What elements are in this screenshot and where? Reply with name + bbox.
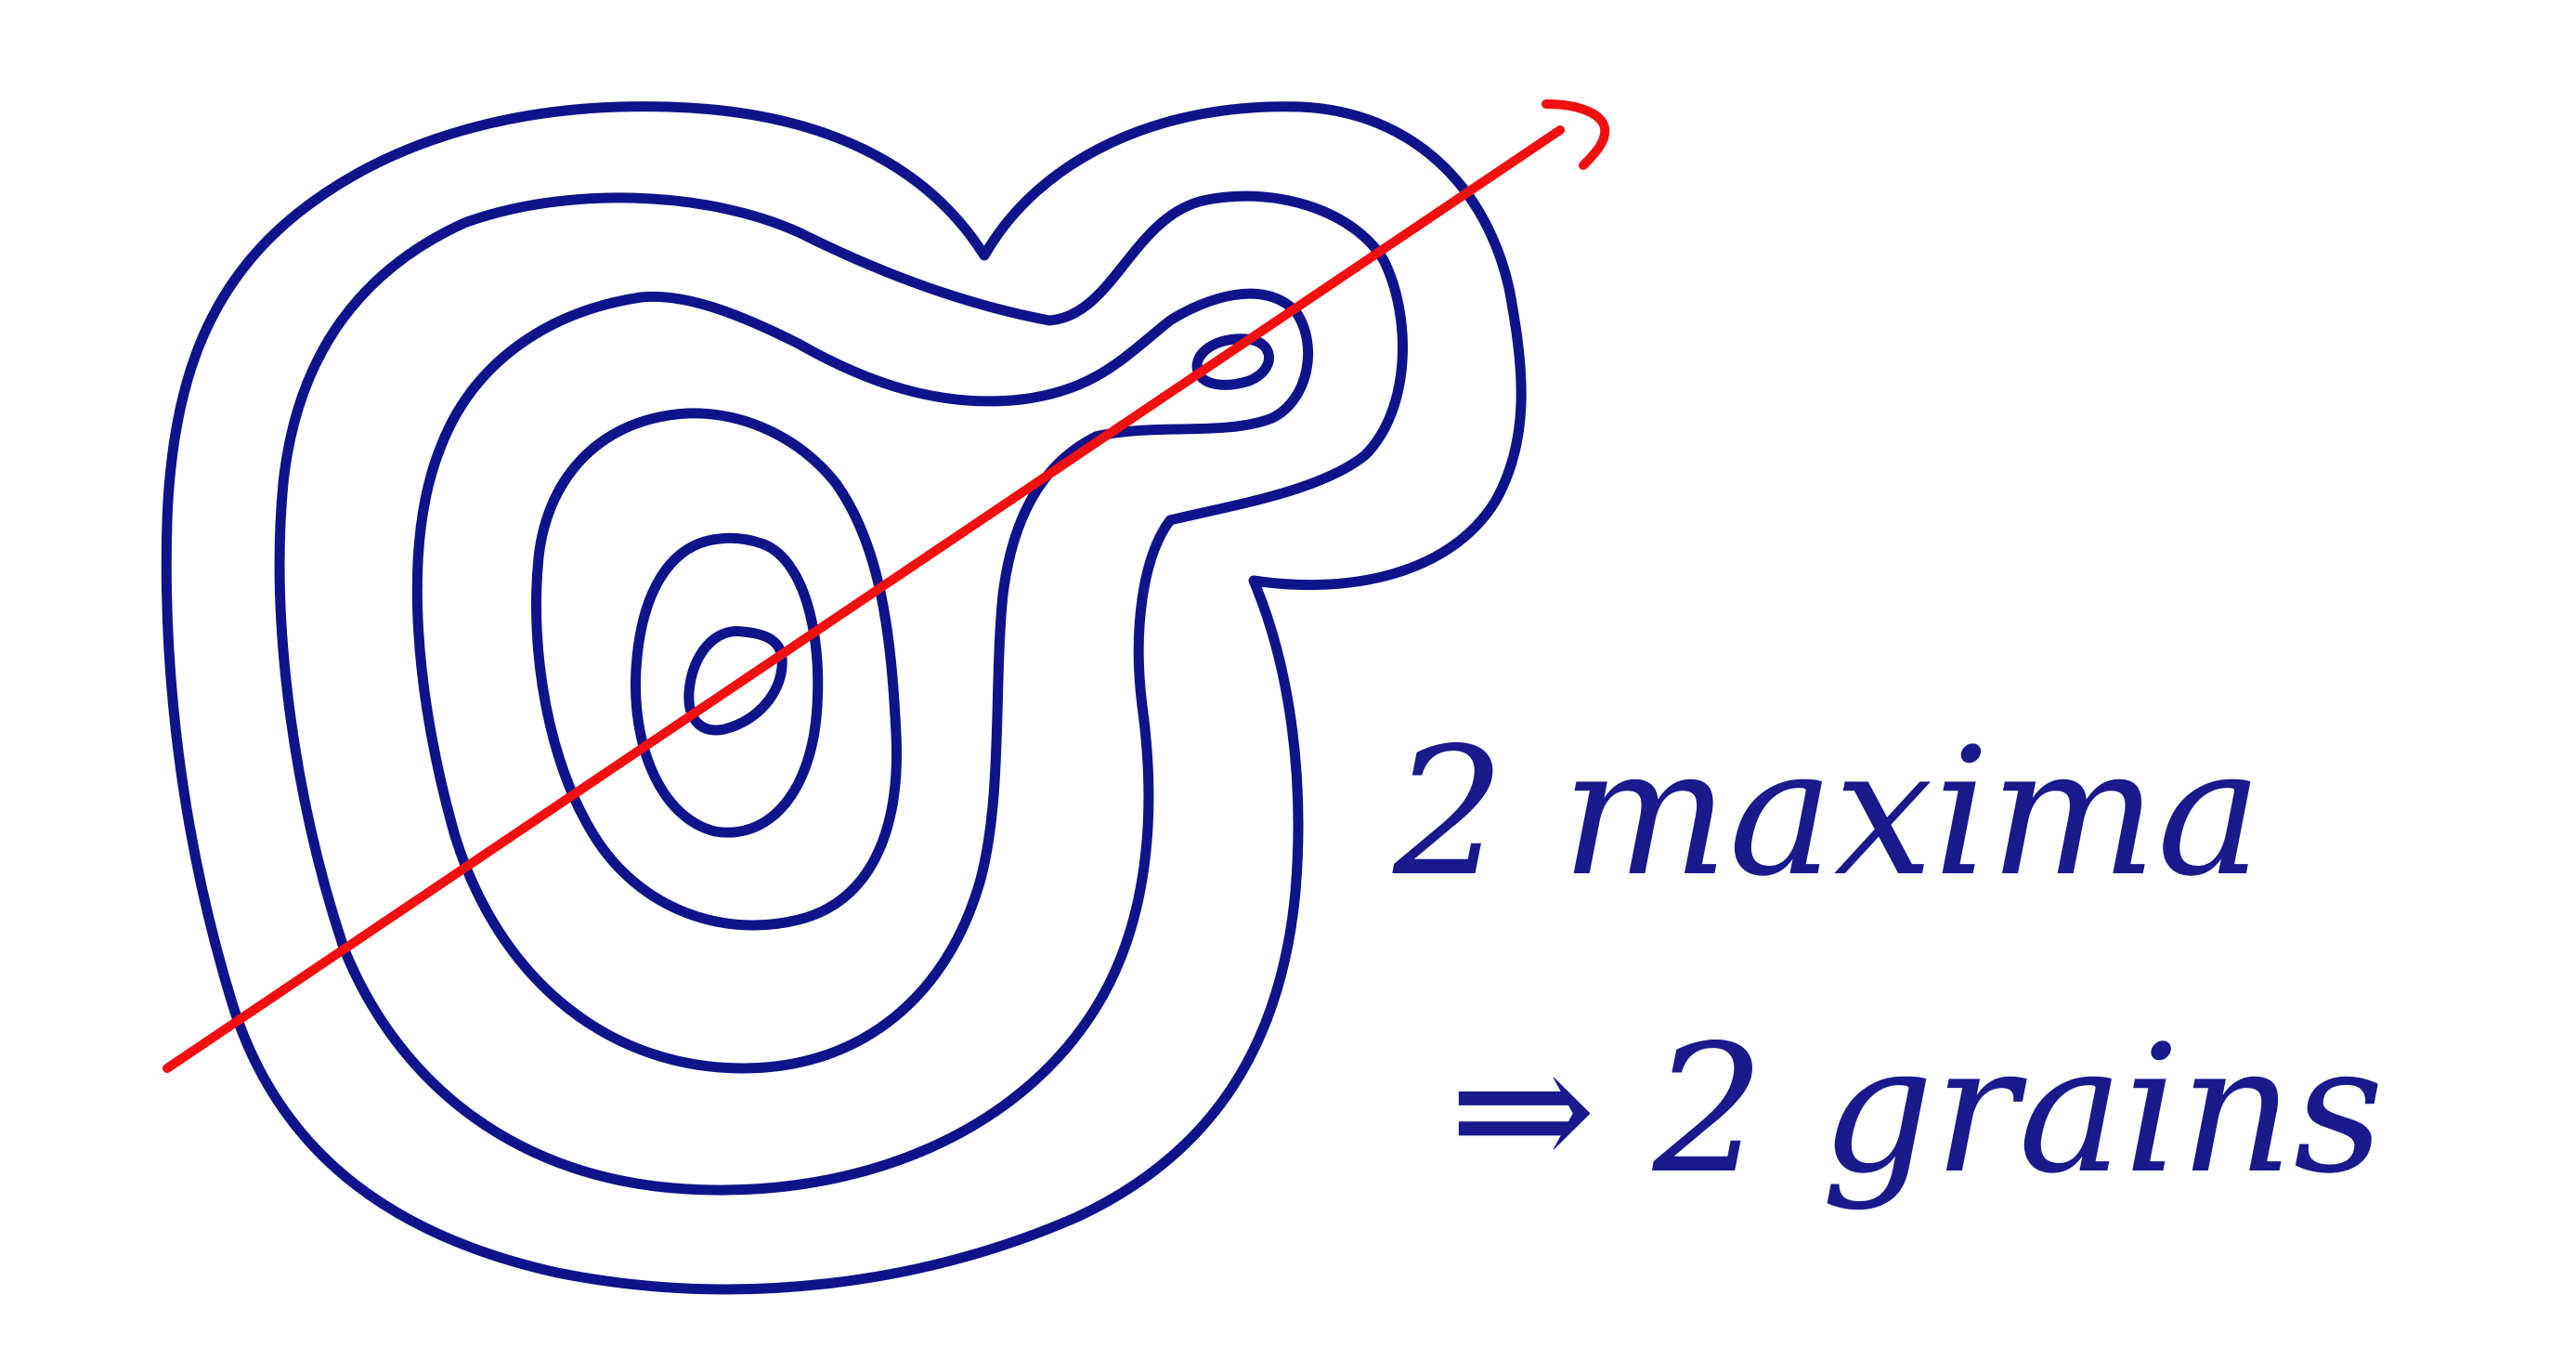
annotation-line-2: ⇒ 2 grains bbox=[1449, 1007, 2384, 1212]
contour-outer bbox=[161, 101, 1527, 1295]
contour-secondary-peak bbox=[1191, 333, 1274, 390]
contour-5 bbox=[630, 532, 824, 838]
contour-3 bbox=[411, 288, 1314, 1074]
contour-2 bbox=[274, 190, 1408, 1196]
annotation-line-1: 2 maxima bbox=[1392, 710, 2262, 915]
profile-line-arrow bbox=[163, 99, 1610, 1073]
contour-4 bbox=[531, 408, 903, 931]
